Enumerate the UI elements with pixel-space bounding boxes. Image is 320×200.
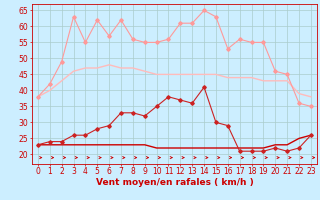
X-axis label: Vent moyen/en rafales ( km/h ): Vent moyen/en rafales ( km/h )	[96, 178, 253, 187]
